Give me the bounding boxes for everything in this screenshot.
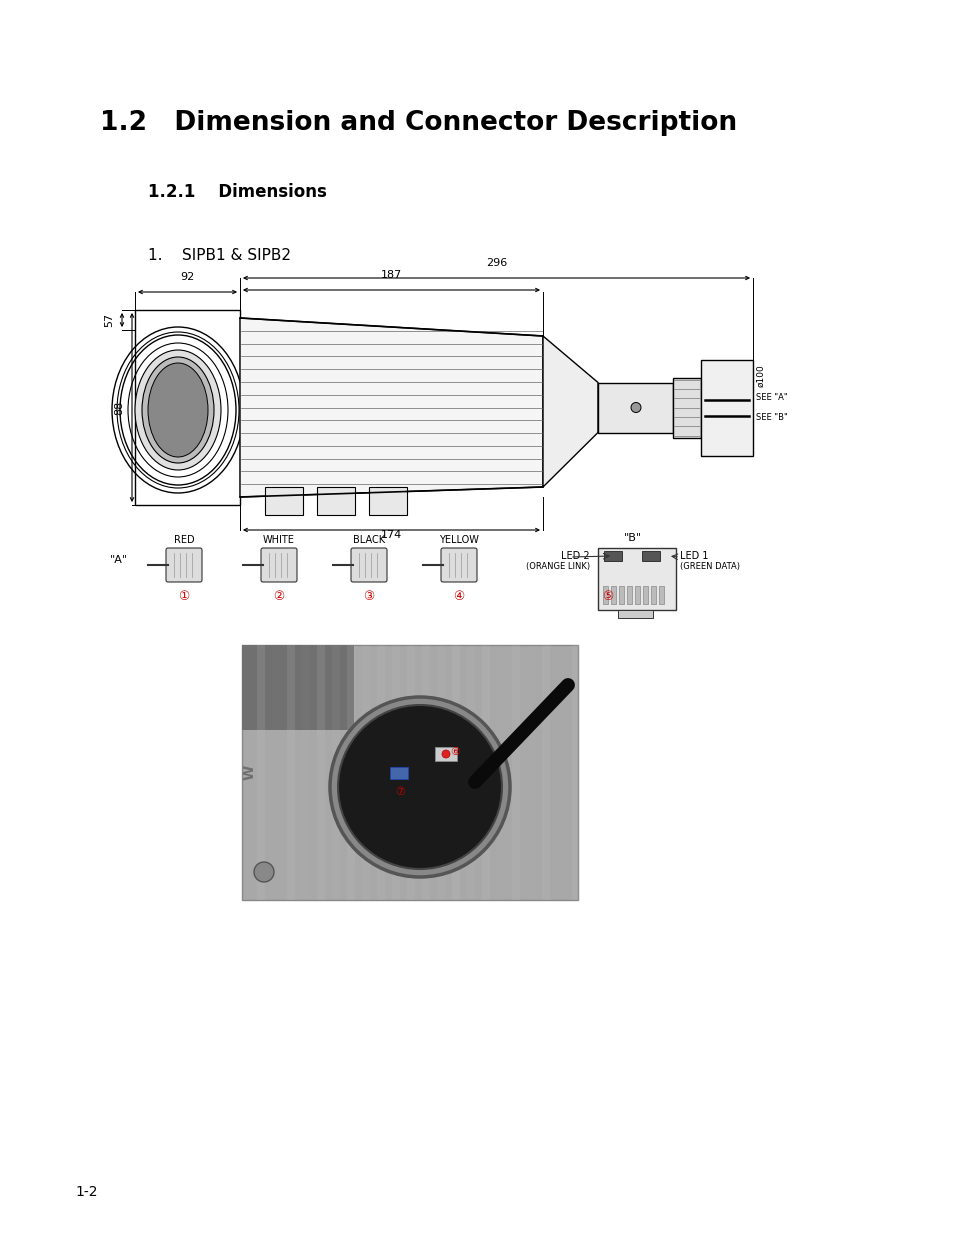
Bar [635,585,639,604]
Ellipse shape [148,363,208,457]
Bar [481,645,490,900]
Circle shape [253,862,274,882]
Bar [256,645,265,900]
Text: 1.2   Dimension and Connector Description: 1.2 Dimension and Connector Description [100,110,737,136]
FancyBboxPatch shape [440,548,476,582]
Bar [265,487,303,515]
Bar [672,378,700,437]
Text: 88: 88 [113,400,124,415]
Bar [659,585,663,604]
Bar [302,645,310,900]
Bar [572,645,579,900]
Text: 296: 296 [485,258,507,268]
Text: 57: 57 [104,312,113,327]
Text: YELLOW: YELLOW [438,535,478,545]
Bar [361,645,370,900]
Text: 174: 174 [380,530,402,540]
Text: RED: RED [173,535,194,545]
Bar [497,645,504,900]
Bar [242,645,250,900]
Text: ⑦: ⑦ [395,787,405,797]
Bar [369,487,407,515]
Bar [526,645,535,900]
Text: ②: ② [274,590,284,603]
Text: ①: ① [178,590,190,603]
Text: (ORANGE LINK): (ORANGE LINK) [525,562,589,571]
Bar [272,645,280,900]
Bar [316,487,355,515]
Text: SEE "A": SEE "A" [755,393,787,403]
Bar [700,359,752,456]
Text: ø100: ø100 [755,364,764,388]
Text: ⑥: ⑥ [450,747,459,757]
Bar [407,645,415,900]
Ellipse shape [142,357,213,463]
Text: ⑤: ⑤ [601,590,613,603]
Bar [512,645,519,900]
Bar [618,585,623,604]
Bar [618,610,652,618]
Text: BLACK: BLACK [353,535,385,545]
Text: ④: ④ [453,590,464,603]
Bar [421,645,430,900]
Bar [452,645,459,900]
Circle shape [441,750,450,758]
Text: W: W [243,764,256,779]
Bar [650,585,656,604]
Bar [602,585,607,604]
Bar [557,645,564,900]
Text: "A": "A" [110,555,128,564]
Polygon shape [240,317,542,496]
Circle shape [337,705,501,869]
Text: LED 2: LED 2 [560,551,589,561]
Text: SEE "B": SEE "B" [755,412,787,422]
Bar [135,310,240,505]
Text: ③: ③ [363,590,375,603]
Circle shape [330,697,510,877]
Ellipse shape [135,350,221,471]
Bar [467,645,475,900]
Text: LED 1: LED 1 [679,551,708,561]
Bar [436,645,444,900]
Bar [626,585,631,604]
Bar [392,645,399,900]
Text: 92: 92 [180,272,194,282]
Polygon shape [542,336,598,487]
Bar [598,548,676,610]
Bar [603,551,621,561]
Bar [242,645,354,730]
Text: 1.2.1    Dimensions: 1.2.1 Dimensions [148,183,327,201]
Bar [287,645,294,900]
Bar [641,551,659,561]
Text: 1.    SIPB1 & SIPB2: 1. SIPB1 & SIPB2 [148,248,291,263]
FancyBboxPatch shape [261,548,296,582]
FancyBboxPatch shape [166,548,202,582]
Bar [435,747,456,761]
Circle shape [630,403,640,412]
Text: WHITE: WHITE [263,535,294,545]
Text: "B": "B" [623,534,641,543]
Text: (GREEN DATA): (GREEN DATA) [679,562,740,571]
Bar [598,383,672,432]
FancyBboxPatch shape [351,548,387,582]
Bar [332,645,339,900]
Bar [610,585,616,604]
Bar [390,767,408,779]
Text: 187: 187 [380,270,402,280]
Bar [347,645,355,900]
Bar [642,585,647,604]
Bar [242,645,578,900]
Bar [541,645,550,900]
Text: 1-2: 1-2 [75,1186,97,1199]
Bar [376,645,385,900]
Bar [316,645,325,900]
